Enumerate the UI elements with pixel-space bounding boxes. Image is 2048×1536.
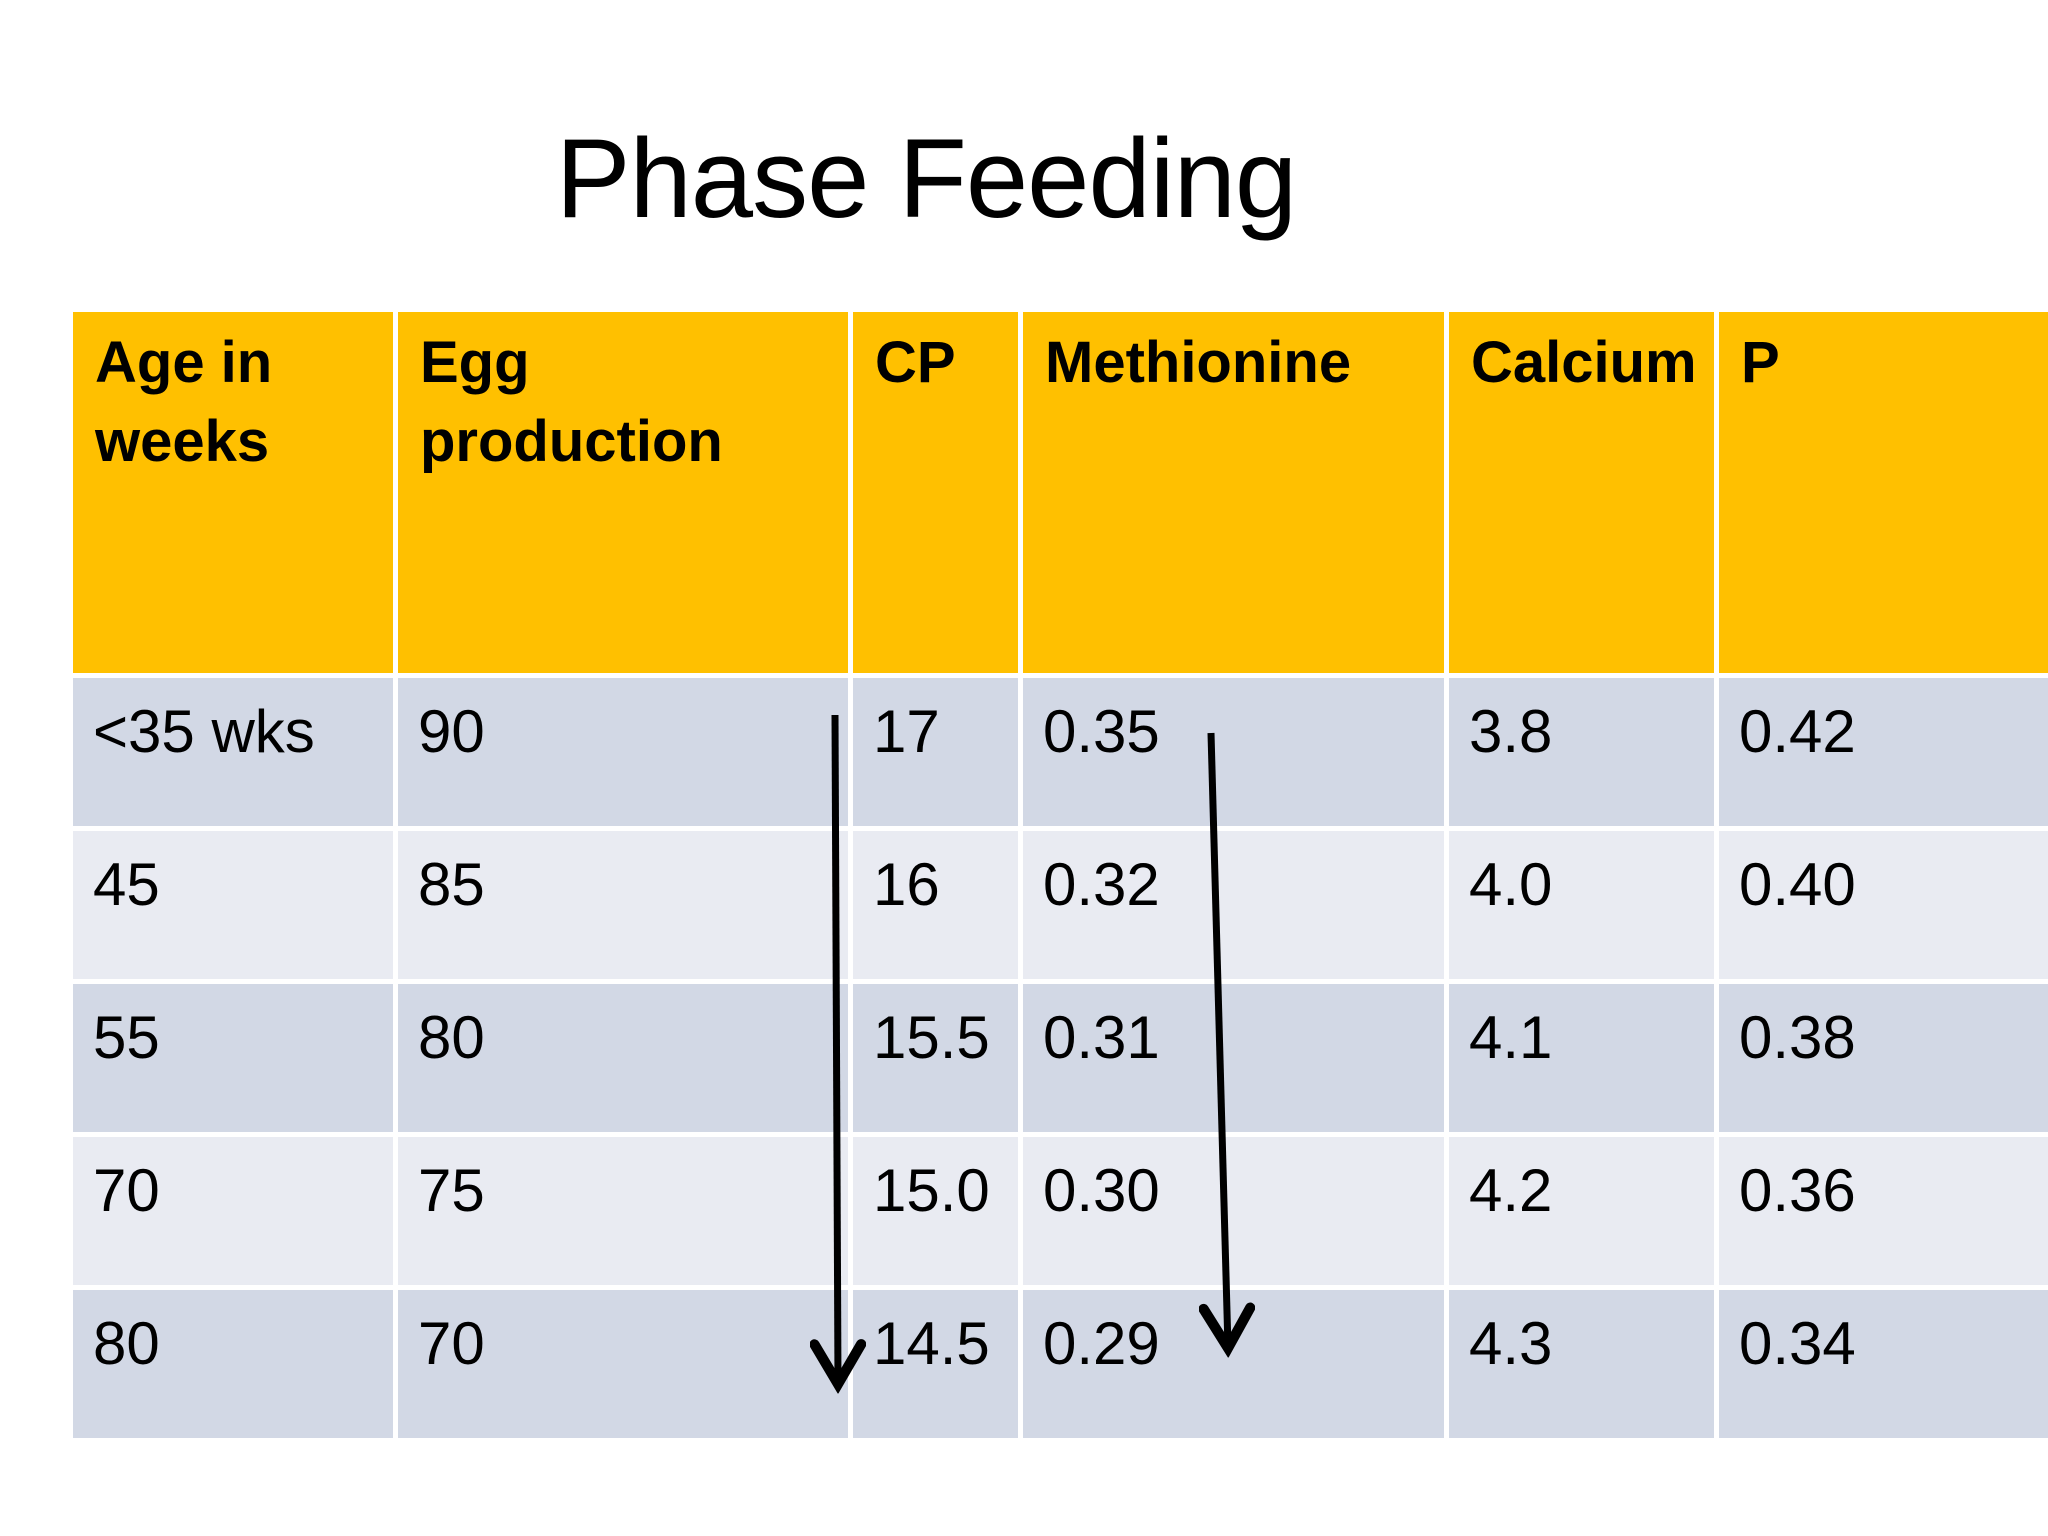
- table-cell: 0.34: [1714, 1285, 2048, 1443]
- table-cell: 0.35: [1018, 673, 1449, 831]
- table-cell: 70: [68, 1132, 398, 1290]
- table-row: <35 wks 90 17 0.35 3.8 0.42: [68, 673, 2048, 831]
- table-cell: 75: [393, 1132, 853, 1290]
- table-cell: 0.40: [1714, 826, 2048, 984]
- col-header-egg-production: Egg production: [393, 307, 853, 678]
- col-header-label: Egg production: [420, 330, 723, 474]
- table-cell: 3.8: [1444, 673, 1719, 831]
- table-row: 70 75 15.0 0.30 4.2 0.36: [68, 1132, 2048, 1290]
- table-cell: 0.30: [1018, 1132, 1449, 1290]
- col-header-age-in-weeks: Age in weeks: [68, 307, 398, 678]
- header-row: Age in weeks Egg production CP Methionin…: [68, 307, 2048, 678]
- col-header-label: Calcium: [1471, 330, 1697, 395]
- col-header-cp: CP: [848, 307, 1023, 678]
- table-row: 55 80 15.5 0.31 4.1 0.38: [68, 979, 2048, 1137]
- col-header-methionine: Methionine: [1018, 307, 1449, 678]
- phase-feeding-table: Age in weeks Egg production CP Methionin…: [68, 307, 2048, 1443]
- table-cell: 15.0: [848, 1132, 1023, 1290]
- table-cell: 0.29: [1018, 1285, 1449, 1443]
- table-cell: 0.31: [1018, 979, 1449, 1137]
- col-header-label: Age in weeks: [95, 330, 273, 474]
- table-cell: 70: [393, 1285, 853, 1443]
- table-cell: 0.38: [1714, 979, 2048, 1137]
- table-cell: 4.2: [1444, 1132, 1719, 1290]
- col-header-label: P: [1741, 330, 1780, 395]
- table-row: 80 70 14.5 0.29 4.3 0.34: [68, 1285, 2048, 1443]
- table-cell: 80: [68, 1285, 398, 1443]
- table-cell: 0.42: [1714, 673, 2048, 831]
- col-header-label: CP: [875, 330, 956, 395]
- table-cell: 45: [68, 826, 398, 984]
- table-cell: 80: [393, 979, 853, 1137]
- table-cell: 85: [393, 826, 853, 984]
- col-header-label: Methionine: [1045, 330, 1352, 395]
- slide-title: Phase Feeding: [555, 116, 1297, 241]
- table-cell: <35 wks: [68, 673, 398, 831]
- table-cell: 4.3: [1444, 1285, 1719, 1443]
- table-cell: 14.5: [848, 1285, 1023, 1443]
- table-cell: 17: [848, 673, 1023, 831]
- col-header-p: P: [1714, 307, 2048, 678]
- table-cell: 16: [848, 826, 1023, 984]
- table-cell: 0.32: [1018, 826, 1449, 984]
- table-row: 45 85 16 0.32 4.0 0.40: [68, 826, 2048, 984]
- table-cell: 55: [68, 979, 398, 1137]
- table-cell: 90: [393, 673, 853, 831]
- table-cell: 4.0: [1444, 826, 1719, 984]
- table-cell: 0.36: [1714, 1132, 2048, 1290]
- col-header-calcium: Calcium: [1444, 307, 1719, 678]
- table-cell: 15.5: [848, 979, 1023, 1137]
- table-cell: 4.1: [1444, 979, 1719, 1137]
